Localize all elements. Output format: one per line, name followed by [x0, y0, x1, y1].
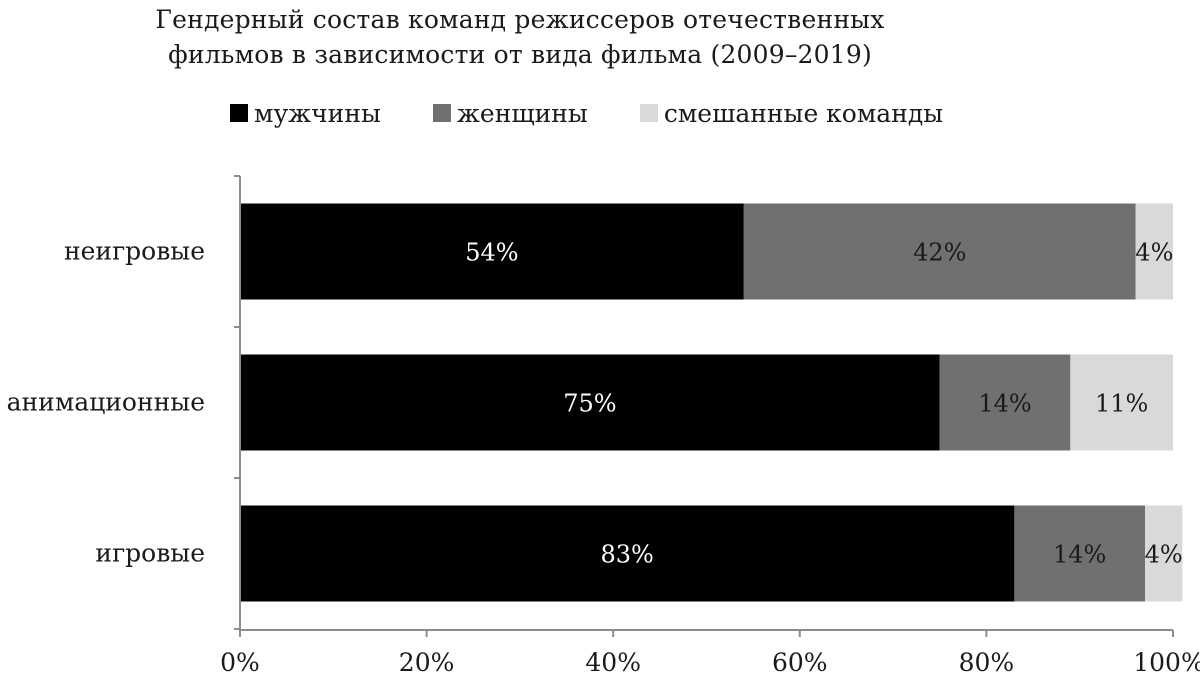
legend-item-women: женщины: [432, 98, 588, 128]
x-tick-label: 0%: [220, 648, 260, 677]
legend-item-men: мужчины: [230, 99, 381, 128]
legend: мужчины женщины смешанные команды: [230, 98, 995, 128]
x-tick-label: 40%: [585, 648, 641, 677]
category-label: неигровые: [64, 237, 205, 266]
bar-segment: [1070, 354, 1173, 451]
bar-segment: [1135, 203, 1173, 300]
legend-label-women: женщины: [456, 98, 588, 128]
data-label: 54%: [465, 239, 518, 267]
bar-segment: [240, 203, 744, 300]
data-label: 75%: [563, 390, 616, 418]
bar-segment: [1145, 505, 1183, 602]
legend-label-men: мужчины: [254, 98, 381, 128]
legend-swatch-men: [230, 104, 248, 122]
chart-title: Гендерный состав команд режиссеров отече…: [0, 2, 1040, 72]
legend-swatch-mixed: [639, 104, 658, 122]
legend-swatch-women: [432, 104, 451, 122]
data-label: 4%: [1145, 541, 1183, 569]
bar-segment: [743, 203, 1136, 300]
x-tick-label: 80%: [959, 648, 1015, 677]
category-label: игровые: [95, 539, 205, 568]
chart-title-line-1: Гендерный состав команд режиссеров отече…: [155, 5, 885, 34]
x-tick-label: 20%: [399, 648, 455, 677]
data-label: 42%: [913, 239, 966, 267]
x-tick-label: 60%: [772, 648, 828, 677]
bar-segment: [240, 354, 940, 451]
chart-title-line-2: фильмов в зависимости от вида фильма (20…: [168, 40, 872, 69]
legend-label-mixed: смешанные команды: [663, 98, 944, 128]
bar-segment: [240, 505, 1015, 602]
category-label: анимационные: [7, 388, 205, 417]
bar-segment: [939, 354, 1071, 451]
bar-segment: [1014, 505, 1146, 602]
data-label: 83%: [601, 541, 654, 569]
data-label: 11%: [1095, 390, 1148, 418]
data-label: 14%: [1053, 541, 1106, 569]
data-label: 14%: [978, 390, 1031, 418]
data-label: 4%: [1135, 239, 1173, 267]
x-tick-label: 100%: [1133, 648, 1200, 677]
legend-item-mixed: смешанные команды: [639, 98, 944, 128]
